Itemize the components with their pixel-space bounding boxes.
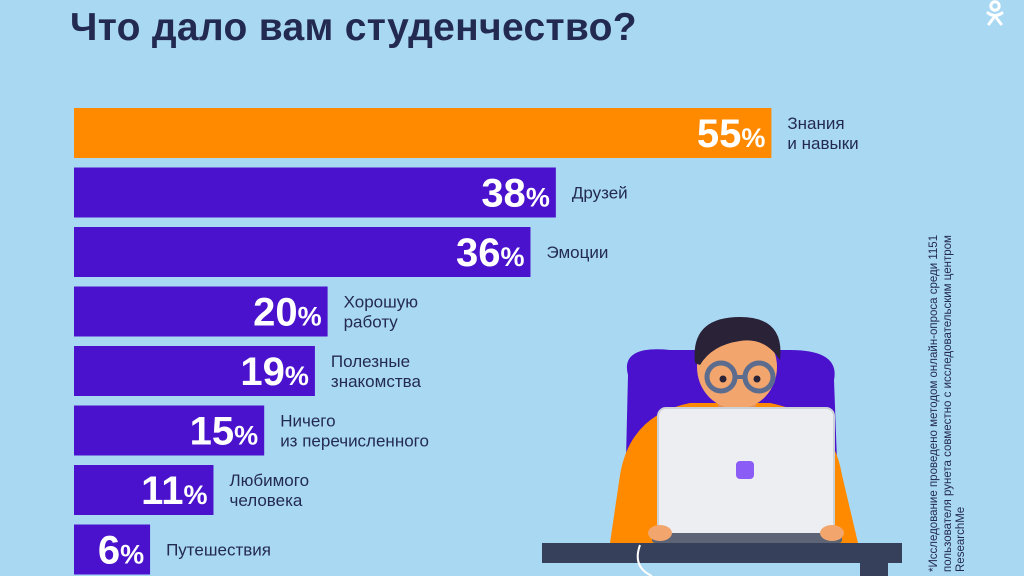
bar xyxy=(74,346,315,396)
category-label: Полезные знакомства xyxy=(331,352,422,391)
bar xyxy=(74,524,151,575)
category-label: Любимого человека xyxy=(229,471,309,510)
bar xyxy=(74,286,328,337)
bar-value-label: 38% xyxy=(481,172,550,216)
category-label: Эмоции xyxy=(546,243,608,262)
chart-title: Что дало вам студенчество? xyxy=(70,6,637,49)
bar-value-label: 11% xyxy=(141,469,207,513)
category-label: Путешествия xyxy=(166,541,271,560)
bar xyxy=(74,167,556,218)
bar-value-label: 19% xyxy=(240,350,309,394)
bar xyxy=(74,227,531,277)
bar-value-label: 15% xyxy=(190,410,259,454)
bar-value-label: 55% xyxy=(697,112,766,156)
student-laptop-illustration xyxy=(542,317,902,576)
bar-value-label: 6% xyxy=(98,529,144,573)
category-label: Знания и навыки xyxy=(787,114,858,153)
ok-logo-icon xyxy=(986,0,1004,26)
category-label: Ничего из перечисленного xyxy=(280,412,429,451)
footnote: *Исследование проведено методом онлайн-о… xyxy=(928,234,967,572)
bar-value-label: 20% xyxy=(253,291,322,335)
bar xyxy=(74,405,265,456)
bar xyxy=(74,108,772,158)
bar-value-label: 36% xyxy=(456,231,525,275)
category-label: Хорошую работу xyxy=(344,293,419,332)
category-label: Друзей xyxy=(572,184,628,203)
bar xyxy=(74,465,214,515)
